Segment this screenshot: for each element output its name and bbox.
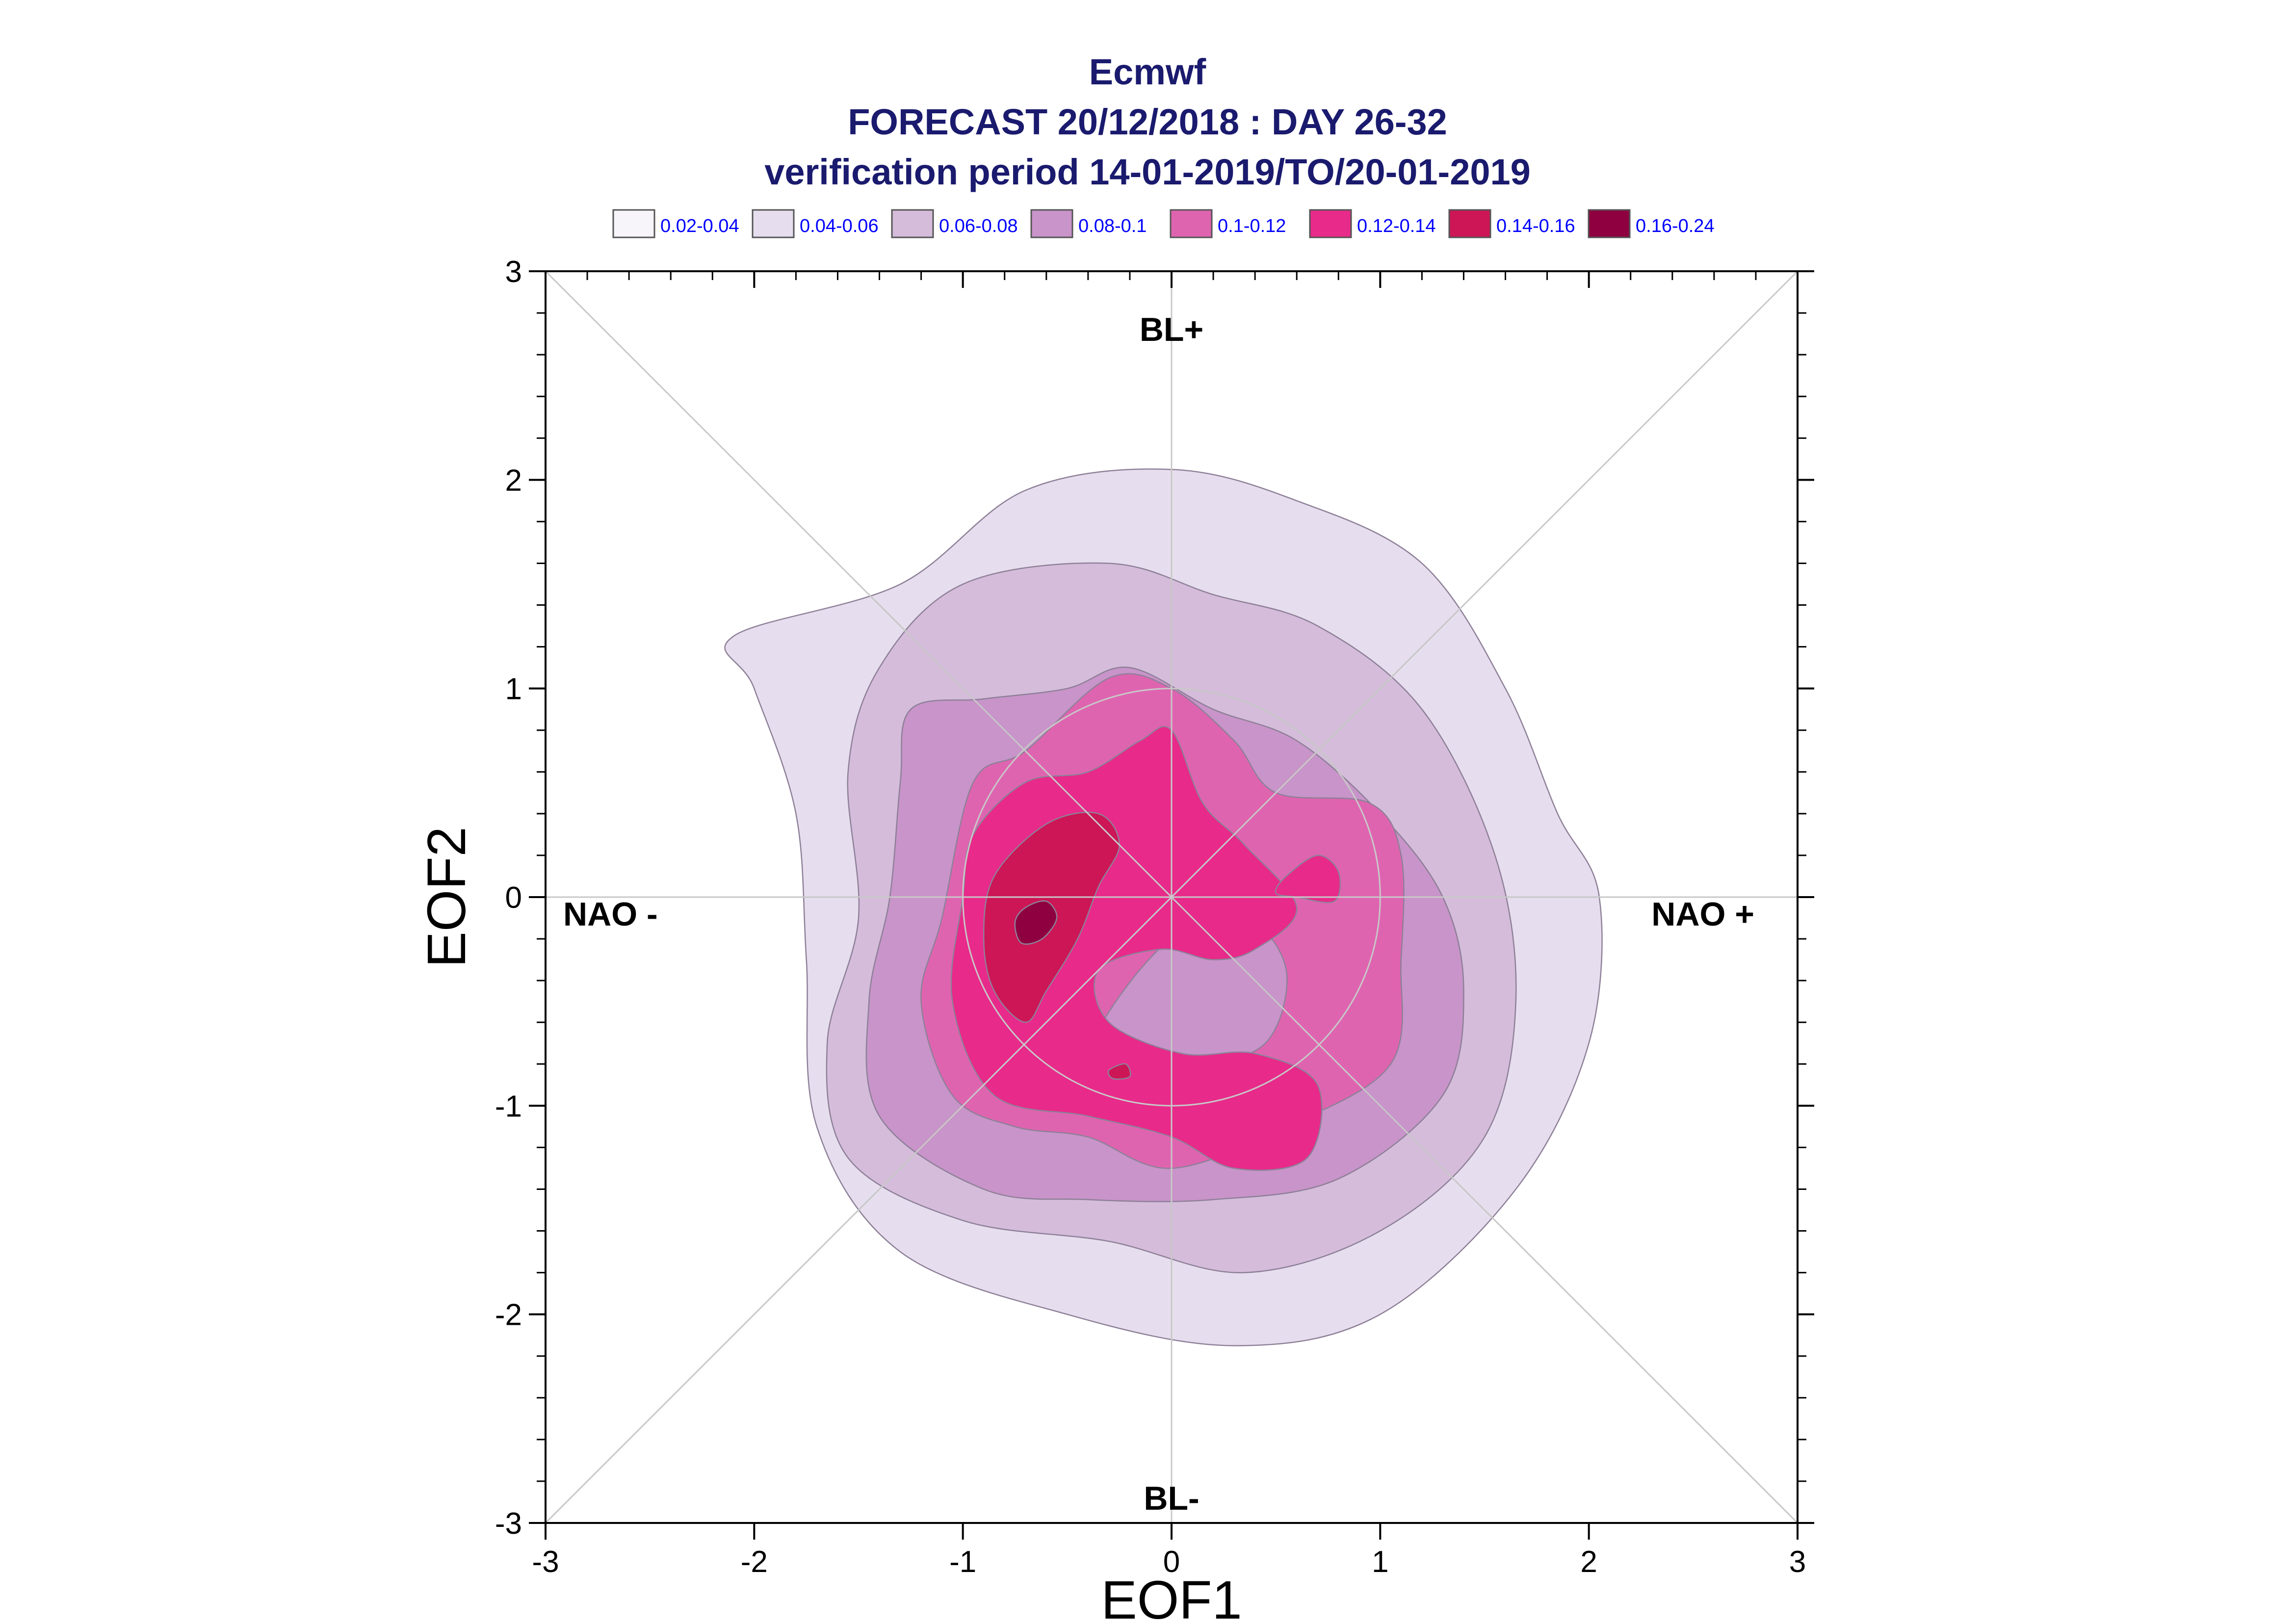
- reference-circle: [962, 688, 1381, 1107]
- y-tick-label: -1: [495, 1089, 522, 1123]
- y-tick-label: -3: [495, 1507, 522, 1541]
- legend-label: 0.16-0.24: [1636, 216, 1715, 236]
- density-contours: [724, 468, 1603, 1346]
- x-tick-label: -2: [741, 1545, 768, 1579]
- legend-label: 0.14-0.16: [1496, 216, 1575, 236]
- contour-0.14-0.16: [1014, 900, 1058, 945]
- regime-label-bl-plus: BL+: [1140, 311, 1203, 348]
- legend-label: 0.1-0.12: [1218, 216, 1286, 236]
- legend-swatch: [752, 209, 795, 238]
- y-tick-label: 0: [505, 881, 522, 915]
- regime-label-nao-minus: NAO -: [563, 896, 658, 933]
- regime-labels: BL+ BL- NAO - NAO +: [563, 311, 1754, 1517]
- contour-0.12-0.14: [1107, 1063, 1131, 1080]
- x-tick-label: 3: [1789, 1545, 1806, 1579]
- x-tick-label: -1: [949, 1545, 976, 1579]
- guide-lines: [545, 270, 1799, 1524]
- axes: -3 -2 -1 0 1 2 3 -3 -2 -1 0 1 2 3 EOF1 EOF2: [417, 255, 1814, 1624]
- legend-swatch: [891, 209, 934, 238]
- chart-title-line-1: Ecmwf: [1089, 52, 1206, 92]
- chart-title-line-3: verification period 14-01-2019/TO/20-01-…: [764, 152, 1531, 192]
- x-tick-label: 2: [1580, 1545, 1597, 1579]
- legend-label: 0.02-0.04: [660, 216, 739, 236]
- y-tick-label: 3: [505, 255, 522, 289]
- legend-label: 0.04-0.06: [800, 216, 879, 236]
- legend-label: 0.08-0.1: [1078, 216, 1147, 236]
- legend-swatch: [1309, 209, 1352, 238]
- contour-0.1-0.12: [1275, 854, 1341, 903]
- regime-label-bl-minus: BL-: [1144, 1480, 1199, 1517]
- legend-swatch: [1170, 209, 1213, 238]
- legend-label: 0.06-0.08: [939, 216, 1018, 236]
- chart-title-line-2: FORECAST 20/12/2018 : DAY 26-32: [848, 102, 1447, 142]
- y-axis-label: EOF2: [417, 826, 477, 967]
- legend-swatch: [1030, 209, 1073, 238]
- x-tick-label: 0: [1163, 1545, 1180, 1579]
- legend-label: 0.12-0.14: [1357, 216, 1436, 236]
- legend-swatch: [612, 209, 655, 238]
- x-tick-label: 1: [1372, 1545, 1388, 1579]
- y-tick-label: 2: [505, 464, 522, 497]
- legend-swatch: [1588, 209, 1631, 238]
- x-tick-label: -3: [532, 1545, 559, 1579]
- y-tick-label: 1: [505, 672, 522, 706]
- x-axis-label: EOF1: [1101, 1570, 1242, 1624]
- legend-swatch: [1448, 209, 1491, 238]
- regime-label-nao-plus: NAO +: [1651, 896, 1754, 933]
- legend: 0.02-0.04 0.04-0.06 0.06-0.08 0.08-0.1 0.1-0…: [612, 209, 1715, 238]
- diagonal-guide-line: [545, 270, 1799, 1524]
- y-tick-label: -2: [495, 1298, 522, 1332]
